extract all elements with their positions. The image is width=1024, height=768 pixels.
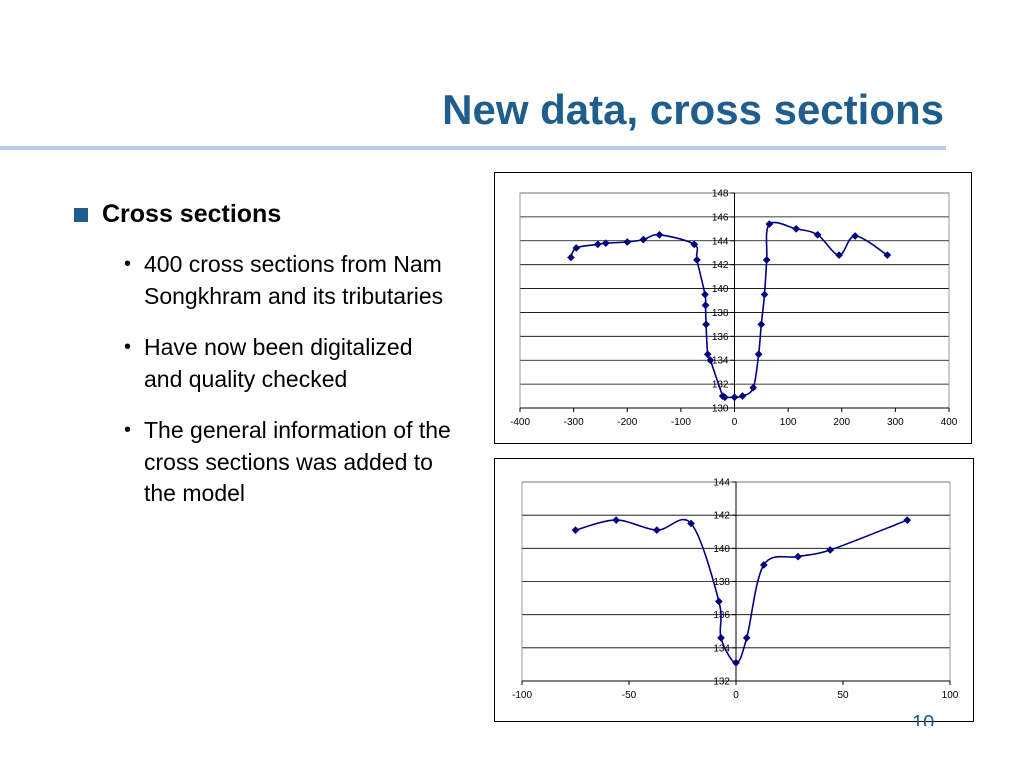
chart-1-series-line xyxy=(570,221,888,400)
chart-1-y-tick-label: 140 xyxy=(712,284,729,295)
chart-1-data-point xyxy=(703,350,712,359)
chart-2-y-tick-label: 132 xyxy=(713,677,730,688)
square-bullet-icon xyxy=(74,207,88,222)
chart-1-data-point xyxy=(792,224,801,233)
chart-1-data-point xyxy=(702,320,711,329)
chart-2-data-point xyxy=(903,516,912,525)
sub-bullet-1: 400 cross sections from Nam Songkhram an… xyxy=(122,249,454,312)
chart-1-data-point xyxy=(706,356,715,365)
chart-1-data-point xyxy=(765,220,774,229)
chart-1-data-point xyxy=(593,240,602,249)
chart-2-y-tick-label: 136 xyxy=(713,610,730,621)
chart-1-data-point xyxy=(835,251,844,260)
chart-1-data-point xyxy=(760,290,769,299)
chart-2-data-point xyxy=(714,597,723,606)
chart-1-data-point xyxy=(883,251,892,260)
chart-1-y-tick-label: 142 xyxy=(712,260,729,271)
sub-bullet-2: Have now been digitalized and quality ch… xyxy=(122,332,454,395)
chart-1-x-tick-label: -400 xyxy=(510,417,530,428)
chart-1-y-tick-label: 144 xyxy=(712,236,729,247)
chart-2-data-point xyxy=(652,526,661,535)
chart-1-data-point xyxy=(701,290,709,299)
chart-1-data-point xyxy=(757,320,766,329)
chart-2-y-tick-label: 142 xyxy=(713,511,730,522)
chart-1-data-point xyxy=(639,235,648,244)
chart-1-x-tick-label: 300 xyxy=(887,417,904,428)
chart-2-data-point xyxy=(794,552,803,561)
title-divider xyxy=(0,146,946,150)
chart-1-data-point xyxy=(749,383,758,392)
chart-1-data-point xyxy=(813,230,822,239)
chart-1-data-point xyxy=(690,240,699,249)
chart-1-x-tick-label: -200 xyxy=(617,417,637,428)
chart-2-data-point xyxy=(687,519,696,528)
chart-1-y-tick-label: 134 xyxy=(712,356,729,367)
chart-2-x-tick-label: 100 xyxy=(942,690,959,701)
chart-2-y-tick-label: 138 xyxy=(713,577,730,588)
chart-1-data-point xyxy=(693,255,701,264)
chart-1-x-tick-label: 100 xyxy=(780,417,797,428)
chart-1-x-tick-label: -300 xyxy=(564,417,584,428)
content-body: Cross sections 400 cross sections from N… xyxy=(74,200,474,530)
chart-1-data-point xyxy=(655,230,664,239)
chart-2-data-point xyxy=(826,546,835,554)
page-number: 10 xyxy=(912,712,935,726)
chart-1-data-point xyxy=(762,255,771,264)
chart-2-x-tick-label: -50 xyxy=(622,690,637,701)
cross-section-chart-1: -400 -300 -200 -100 0 100 200 300 400 130 132 134 13… xyxy=(494,172,972,444)
chart-2-data-point xyxy=(759,560,768,569)
chart-1-data-point xyxy=(601,239,610,248)
main-bullet-label: Cross sections xyxy=(102,200,282,228)
chart-1-data-point xyxy=(851,232,860,240)
chart-1-x-tick-label: -100 xyxy=(671,417,691,428)
chart-2-y-tick-label: 140 xyxy=(713,544,730,555)
chart-2-data-point xyxy=(732,658,740,667)
chart-1-y-tick-label: 130 xyxy=(712,404,729,415)
chart-2-y-tick-label: 134 xyxy=(713,643,730,654)
chart-1-svg: -400 -300 -200 -100 0 100 200 300 400 130 132 134 13… xyxy=(510,189,958,429)
chart-1-data-point xyxy=(566,253,575,262)
sub-bullet-list: 400 cross sections from Nam Songkhram an… xyxy=(122,249,474,510)
chart-2-data-point xyxy=(717,633,725,642)
chart-1-x-tick-label: 400 xyxy=(941,417,958,428)
chart-2-x-tick-label: -100 xyxy=(512,690,532,701)
chart-1-y-tick-label: 148 xyxy=(712,189,729,200)
chart-1-data-point xyxy=(738,392,747,401)
chart-1-x-tick-label: 0 xyxy=(732,417,738,428)
chart-2-svg: -100 -50 0 50 100 132 134 136 138 140 142 144 xyxy=(512,478,959,702)
chart-1-y-tick-label: 146 xyxy=(712,212,729,223)
slide-title: New data, cross sections xyxy=(442,86,944,133)
chart-1-data-point xyxy=(720,393,729,402)
cross-section-chart-2: -100 -50 0 50 100 132 134 136 138 140 142 144 xyxy=(494,458,974,722)
chart-1-data-point xyxy=(572,243,581,252)
chart-2-x-tick-label: 0 xyxy=(733,690,739,701)
chart-2-data-point xyxy=(571,526,580,535)
chart-1-y-tick-label: 132 xyxy=(712,380,729,391)
chart-1-data-point xyxy=(623,238,632,246)
chart-1-data-point xyxy=(730,393,739,402)
chart-2-series-line xyxy=(575,518,908,664)
chart-2-data-point xyxy=(612,516,621,525)
chart-1-y-tick-label: 138 xyxy=(712,308,729,319)
chart-1-x-tick-label: 200 xyxy=(833,417,850,428)
chart-2-data-point xyxy=(742,633,751,642)
main-bullet: Cross sections xyxy=(74,200,474,229)
chart-1-data-point xyxy=(701,301,710,310)
chart-1-y-tick-label: 136 xyxy=(712,332,729,343)
sub-bullet-3: The general information of the cross sec… xyxy=(122,415,454,510)
chart-2-y-tick-label: 144 xyxy=(713,478,730,489)
chart-1-data-point xyxy=(754,350,763,359)
chart-2-x-tick-label: 50 xyxy=(837,690,849,701)
